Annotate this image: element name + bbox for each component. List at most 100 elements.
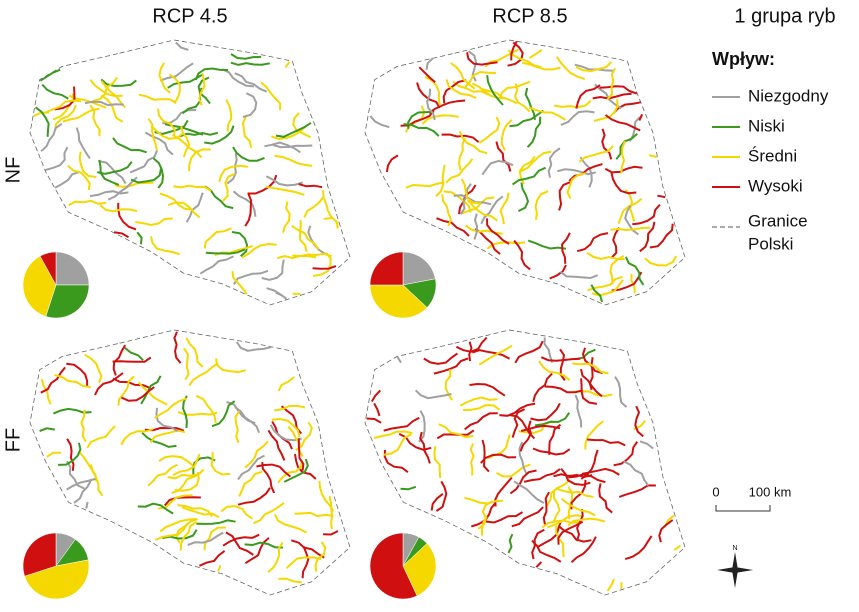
- river: [645, 256, 676, 265]
- river: [90, 191, 128, 196]
- river: [528, 117, 541, 148]
- river: [69, 201, 107, 206]
- row-title: NF: [2, 157, 24, 184]
- river: [479, 117, 499, 143]
- river: [183, 396, 187, 428]
- river: [145, 133, 173, 155]
- river: [234, 191, 256, 216]
- river: [79, 452, 96, 482]
- river: [151, 431, 185, 443]
- river: [649, 155, 657, 157]
- river: [68, 166, 90, 191]
- river: [200, 256, 233, 273]
- river: [465, 498, 503, 504]
- river: [384, 434, 412, 455]
- river: [55, 172, 80, 188]
- river: [466, 225, 503, 234]
- river: [324, 218, 332, 219]
- river: [196, 69, 228, 80]
- river: [374, 403, 379, 416]
- column-title: RCP 4.5: [152, 5, 227, 27]
- river: [372, 390, 381, 401]
- river: [114, 345, 126, 375]
- river: [189, 149, 211, 171]
- river: [437, 218, 470, 236]
- river: [266, 187, 305, 195]
- legend-label: Niski: [748, 116, 785, 135]
- river: [279, 377, 295, 391]
- river: [459, 138, 465, 170]
- river: [478, 501, 492, 528]
- river: [286, 62, 290, 68]
- river: [87, 426, 115, 448]
- river: [561, 272, 598, 278]
- river: [118, 203, 136, 230]
- river: [367, 419, 382, 423]
- river: [41, 367, 65, 392]
- river: [45, 147, 67, 170]
- river: [577, 233, 608, 251]
- river: [283, 202, 290, 233]
- river: [137, 232, 141, 244]
- river: [231, 54, 261, 59]
- river: [487, 75, 503, 105]
- river: [370, 116, 389, 127]
- river: [550, 265, 566, 278]
- river: [502, 120, 512, 150]
- compass: N: [717, 545, 753, 588]
- river: [299, 184, 322, 187]
- pie-slice: [56, 252, 89, 285]
- river: [544, 492, 549, 524]
- river: [640, 441, 653, 448]
- river: [607, 68, 615, 99]
- river: [619, 485, 656, 497]
- river: [508, 534, 512, 553]
- river: [135, 219, 172, 226]
- river: [557, 57, 585, 79]
- river: [245, 543, 283, 548]
- river: [554, 101, 591, 108]
- river: [324, 198, 338, 228]
- river: [319, 481, 333, 512]
- river: [55, 87, 75, 110]
- river: [429, 101, 465, 113]
- river: [243, 117, 251, 148]
- river: [162, 110, 196, 123]
- river: [42, 85, 68, 99]
- river: [528, 241, 566, 249]
- river: [226, 532, 253, 555]
- river: [115, 183, 154, 187]
- river: [81, 410, 85, 442]
- river: [205, 228, 232, 248]
- river: [399, 434, 431, 450]
- river: [536, 562, 541, 567]
- river: [406, 182, 445, 187]
- river: [40, 428, 55, 431]
- river: [559, 526, 592, 541]
- river: [41, 124, 62, 151]
- river: [442, 135, 479, 143]
- river: [470, 384, 505, 396]
- river: [561, 111, 595, 125]
- river: [173, 186, 211, 191]
- river: [585, 421, 603, 449]
- river: [615, 377, 627, 408]
- river: [471, 444, 474, 476]
- river: [295, 513, 334, 516]
- river: [323, 531, 338, 535]
- river: [58, 443, 80, 465]
- river: [639, 114, 642, 120]
- river: [148, 465, 177, 486]
- river: [212, 452, 231, 474]
- river: [576, 395, 582, 428]
- river: [121, 429, 153, 445]
- river: [196, 396, 216, 423]
- river: [66, 364, 87, 388]
- river: [510, 111, 544, 127]
- river: [387, 155, 398, 172]
- river: [274, 406, 305, 411]
- river: [514, 481, 544, 503]
- river: [53, 409, 91, 414]
- river: [40, 70, 60, 81]
